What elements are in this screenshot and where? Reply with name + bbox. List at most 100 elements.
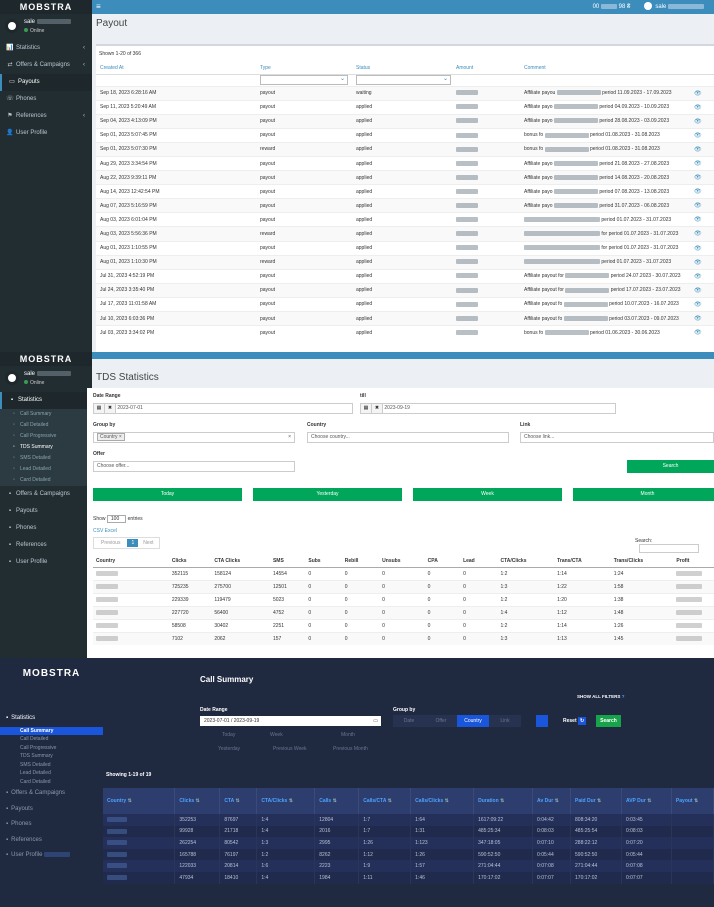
top-user[interactable]: sale bbox=[655, 4, 667, 10]
quick-previous-week[interactable]: Previous Week bbox=[273, 746, 307, 752]
group-tag[interactable]: Country × bbox=[97, 433, 125, 441]
sidebar-item-phones[interactable]: ▪ Phones bbox=[0, 520, 92, 537]
sidebar-item-user-profile[interactable]: 👤 User Profile bbox=[0, 125, 92, 142]
user-avatar-icon[interactable] bbox=[644, 2, 653, 11]
col-profit[interactable]: Profit bbox=[673, 556, 714, 568]
col-trans-clicks[interactable]: Trans/Clicks bbox=[610, 556, 674, 568]
sidebar-item-lead-detailed[interactable]: ◦ Lead Detailed bbox=[0, 464, 92, 475]
type-filter[interactable] bbox=[260, 75, 348, 85]
sidebar-item-user-profile[interactable]: ▪ User Profile bbox=[0, 554, 92, 571]
group-link[interactable]: Link bbox=[489, 715, 521, 727]
col-cta[interactable]: CTA ⇅ bbox=[219, 788, 258, 814]
col-rebill[interactable]: Rebill bbox=[341, 556, 380, 568]
page-1-button[interactable]: 1 bbox=[127, 539, 139, 547]
group-date[interactable]: Date bbox=[393, 715, 425, 727]
quick-today-button[interactable]: Today bbox=[93, 488, 242, 501]
quick-month-button[interactable]: Month bbox=[573, 488, 714, 501]
col-calls-clicks[interactable]: Calls/Clicks ⇅ bbox=[410, 788, 475, 814]
date-to-input[interactable]: ▦ ✖ 2023-09-19 bbox=[360, 403, 616, 414]
col-duration[interactable]: Duration ⇅ bbox=[473, 788, 534, 814]
group-offer[interactable]: Offer bbox=[425, 715, 457, 727]
calendar-icon[interactable]: ▦ bbox=[94, 404, 105, 413]
view-icon[interactable]: 👁 bbox=[694, 189, 702, 196]
col-avp-dur[interactable]: AVP Dur ⇅ bbox=[621, 788, 672, 814]
view-icon[interactable]: 👁 bbox=[694, 287, 702, 294]
link-select[interactable]: Choose link... bbox=[520, 432, 714, 443]
quick-previous-month[interactable]: Previous Month bbox=[333, 746, 368, 752]
quick-yesterday[interactable]: Yesterday bbox=[218, 746, 241, 752]
search-button[interactable]: Search bbox=[627, 460, 714, 473]
col-cpa[interactable]: CPA bbox=[424, 556, 461, 568]
quick-month[interactable]: Month bbox=[341, 732, 355, 738]
sidebar-item-offers-campaigns[interactable]: ▪ Offers & Campaigns bbox=[6, 790, 66, 796]
view-icon[interactable]: 👁 bbox=[694, 90, 702, 97]
sidebar-item-call-summary[interactable]: ◦ Call Summary bbox=[0, 409, 92, 420]
date-range-input[interactable]: 2023-07-01 / 2023-09-19 ▭ bbox=[200, 716, 381, 726]
col-paid-dur[interactable]: Paid Dur ⇅ bbox=[570, 788, 622, 814]
submenu-sms-detailed[interactable]: SMS Detailed bbox=[20, 761, 51, 768]
country-select[interactable]: Choose country... bbox=[307, 432, 509, 443]
col-country[interactable]: Country ⇅ bbox=[103, 788, 176, 814]
view-icon[interactable]: 👁 bbox=[694, 330, 702, 337]
col-status[interactable]: Status bbox=[352, 62, 452, 75]
col-country[interactable]: Country bbox=[93, 556, 169, 568]
sidebar-item-phones[interactable]: ▪ Phones bbox=[6, 821, 32, 827]
submenu-call-progressive[interactable]: Call Progressive bbox=[20, 744, 57, 751]
offer-select[interactable]: Choose offer... bbox=[93, 461, 295, 472]
sidebar-item-references[interactable]: ▪ References bbox=[0, 537, 92, 554]
group-by-select[interactable]: Country × × bbox=[93, 432, 295, 443]
quick-week[interactable]: Week bbox=[270, 732, 283, 738]
clear-icon[interactable]: ✖ bbox=[105, 404, 116, 413]
col-amount[interactable]: Amount bbox=[452, 62, 520, 75]
submenu-card-detailed[interactable]: Card Detailed bbox=[20, 778, 51, 785]
col-lead[interactable]: Lead bbox=[460, 556, 498, 568]
sidebar-item-payouts[interactable]: ▭ Payouts bbox=[0, 74, 92, 91]
hamburger-icon[interactable]: ≡ bbox=[96, 2, 101, 11]
submenu-call-summary[interactable]: Call Summary bbox=[0, 726, 103, 735]
status-filter[interactable] bbox=[356, 75, 451, 85]
view-icon[interactable]: 👁 bbox=[694, 132, 702, 139]
view-icon[interactable]: 👁 bbox=[694, 231, 702, 238]
col-trans-cta[interactable]: Trans/CTA bbox=[554, 556, 611, 568]
view-icon[interactable]: 👁 bbox=[694, 245, 702, 252]
table-search-input[interactable] bbox=[639, 544, 699, 553]
col-comment[interactable]: Comment bbox=[520, 62, 690, 75]
col-unsubs[interactable]: Unsubs bbox=[379, 556, 425, 568]
prev-button[interactable]: Previous bbox=[101, 540, 121, 546]
sidebar-item-offers-campaigns[interactable]: ⇄ Offers & Campaigns ‹ bbox=[0, 57, 92, 74]
sidebar-item-payouts[interactable]: ▪ Payouts bbox=[0, 503, 92, 520]
view-icon[interactable]: 👁 bbox=[694, 217, 702, 224]
export-links[interactable]: CSV Excel bbox=[93, 528, 117, 534]
quick-yesterday-button[interactable]: Yesterday bbox=[253, 488, 402, 501]
view-icon[interactable]: 👁 bbox=[694, 146, 702, 153]
col-cta-clicks[interactable]: CTA Clicks bbox=[211, 556, 270, 568]
view-icon[interactable]: 👁 bbox=[694, 118, 702, 125]
show-all-filters[interactable]: SHOW ALL FILTERS ? bbox=[577, 694, 625, 699]
sidebar-item-sms-detailed[interactable]: ◦ SMS Detailed bbox=[0, 453, 92, 464]
col-calls-cta[interactable]: Calls/CTA ⇅ bbox=[358, 788, 412, 814]
col-clicks[interactable]: Clicks ⇅ bbox=[174, 788, 221, 814]
col-calls[interactable]: Calls ⇅ bbox=[314, 788, 360, 814]
view-icon[interactable]: 👁 bbox=[694, 175, 702, 182]
view-icon[interactable]: 👁 bbox=[694, 301, 702, 308]
group-country[interactable]: Country bbox=[457, 715, 489, 727]
submenu-lead-detailed[interactable]: Lead Detailed bbox=[20, 770, 51, 776]
search-button[interactable]: Search bbox=[596, 715, 621, 727]
sidebar-item-references[interactable]: ▪ References bbox=[6, 836, 42, 843]
filter-toggle[interactable] bbox=[536, 715, 548, 727]
sidebar-item-statistics[interactable]: ▪ Statistics bbox=[6, 715, 36, 721]
view-icon[interactable]: 👁 bbox=[694, 104, 702, 111]
reset-button[interactable]: Reset ↻ bbox=[563, 717, 587, 725]
quick-today[interactable]: Today bbox=[222, 732, 236, 738]
col-cta-clicks[interactable]: CTA/Clicks ⇅ bbox=[256, 788, 316, 814]
sidebar-item-user-profile[interactable]: ▪ User Profile bbox=[0, 848, 103, 864]
next-button[interactable]: Next bbox=[143, 540, 154, 546]
submenu-call-detailed[interactable]: Call Detailed bbox=[20, 736, 49, 742]
calendar-icon[interactable]: ▦ bbox=[361, 404, 372, 413]
view-icon[interactable]: 👁 bbox=[694, 316, 702, 323]
col-subs[interactable]: Subs bbox=[305, 556, 342, 568]
col-payout[interactable]: Payout ⇅ bbox=[671, 788, 714, 814]
col-type[interactable]: Type bbox=[256, 62, 352, 75]
col-cta-clicks[interactable]: CTA/Clicks bbox=[497, 556, 555, 568]
sidebar-item-references[interactable]: ⚑ References ‹ bbox=[0, 108, 92, 125]
